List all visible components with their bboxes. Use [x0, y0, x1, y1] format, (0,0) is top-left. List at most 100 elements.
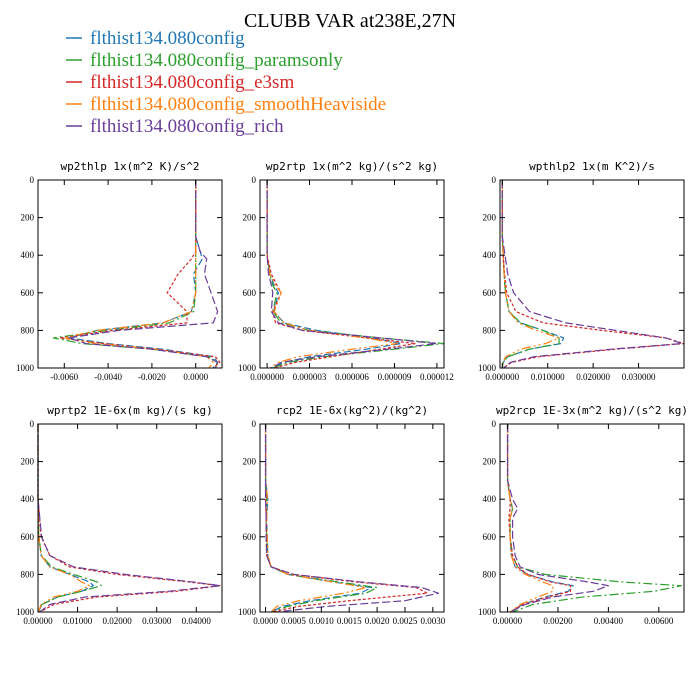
legend-label-1: flthist134.080config: [90, 28, 245, 49]
y-tick-label: 200: [483, 213, 497, 223]
y-tick-label: 1000: [238, 363, 257, 373]
y-tick-label: 600: [21, 288, 35, 298]
legend: flthist134.080configflthist134.080config…: [66, 28, 386, 137]
legend-label-4: flthist134.080config_smoothHeaviside: [90, 94, 386, 115]
y-tick-label: 800: [483, 569, 497, 579]
series-line-5: [264, 424, 440, 613]
x-tick-label: 0.02000: [103, 616, 133, 626]
series-line-2: [501, 180, 560, 369]
x-tick-label: 0.0000: [183, 372, 208, 382]
y-tick-label: 1000: [478, 607, 497, 617]
y-tick-label: 0: [30, 175, 35, 185]
y-tick-label: 1000: [16, 363, 35, 373]
y-tick-label: 1000: [478, 363, 497, 373]
y-tick-label: 200: [21, 213, 35, 223]
y-tick-label: 400: [21, 250, 35, 260]
y-tick-label: 400: [483, 250, 497, 260]
panel-title: wpthlp2 1x(m K^2)/s: [529, 160, 655, 173]
y-tick-label: 600: [243, 288, 257, 298]
x-tick-label: 0.00000: [493, 616, 523, 626]
y-tick-label: 200: [21, 457, 35, 467]
y-tick-label: 200: [483, 457, 497, 467]
x-tick-label: 0.010000: [531, 372, 565, 382]
y-tick-label: 400: [21, 494, 35, 504]
series-line-1: [506, 424, 574, 613]
series-line-1: [264, 424, 373, 613]
x-tick-label: 0.01000: [63, 616, 93, 626]
x-tick-label: 0.03000: [142, 616, 172, 626]
series-line-2: [266, 180, 445, 369]
y-tick-label: 800: [243, 325, 257, 335]
y-tick-label: 1000: [16, 607, 35, 617]
plot-frame: [259, 423, 445, 613]
panel-2: wp2rtp 1x(m^2 kg)/(s^2 kg) 0 200 400 600 800 1…: [238, 160, 454, 382]
x-tick-label: -0.0040: [94, 372, 122, 382]
legend-label-2: flthist134.080config_paramsonly: [90, 50, 343, 71]
panel-title: wp2thlp 1x(m^2 K)/s^2: [60, 160, 199, 173]
y-tick-label: 600: [21, 532, 35, 542]
legend-label-5: flthist134.080config_rich: [90, 116, 284, 137]
y-tick-label: 800: [21, 569, 35, 579]
y-tick-label: 600: [483, 532, 497, 542]
x-tick-label: 0.000012: [420, 372, 454, 382]
series-line-3: [506, 424, 572, 613]
y-tick-label: 400: [243, 494, 257, 504]
y-tick-label: 400: [243, 250, 257, 260]
series-line-2: [506, 424, 683, 613]
y-tick-label: 1000: [238, 607, 257, 617]
plot-frame: [259, 179, 445, 369]
panel-title: wp2rcp 1E-3x(m^2 kg)/(s^2 kg): [496, 404, 688, 417]
panel-4: wprtp2 1E-6x(m kg)/(s kg) 0 200 400 600 800 10…: [16, 404, 223, 626]
x-tick-label: 0.00400: [594, 616, 624, 626]
series-line-3: [37, 424, 221, 613]
x-tick-label: 0.020000: [576, 372, 610, 382]
x-tick-label: 0.00600: [644, 616, 674, 626]
panel-5: rcp2 1E-6x(kg^2)/(kg^2) 0 200 400 600 800 1000…: [238, 404, 446, 626]
y-tick-label: 400: [483, 494, 497, 504]
y-tick-label: 0: [30, 419, 35, 429]
x-tick-label: 0.0005: [281, 616, 306, 626]
series-line-5: [37, 424, 221, 613]
x-tick-label: 0.0025: [393, 616, 418, 626]
series-line-4: [506, 424, 554, 613]
series-line-2: [264, 424, 378, 613]
series-line-3: [266, 180, 417, 369]
plot-frame: [499, 423, 685, 613]
legend-label-3: flthist134.080config_e3sm: [90, 72, 294, 93]
x-tick-label: 0.0020: [365, 616, 390, 626]
x-tick-label: 0.0000: [253, 616, 278, 626]
x-tick-label: 0.04000: [182, 616, 212, 626]
series-line-5: [68, 180, 219, 369]
y-tick-label: 800: [21, 325, 35, 335]
panel-title: wprtp2 1E-6x(m kg)/(s kg): [47, 404, 213, 417]
y-tick-label: 0: [492, 419, 497, 429]
series-line-4: [264, 424, 367, 613]
x-tick-label: 0.000000: [485, 372, 519, 382]
series-line-3: [501, 180, 685, 369]
panel-title: rcp2 1E-6x(kg^2)/(kg^2): [276, 404, 428, 417]
x-tick-label: 0.0010: [309, 616, 334, 626]
series-line-4: [501, 180, 560, 369]
series-line-1: [501, 180, 565, 369]
plot-frame: [37, 179, 223, 369]
x-tick-label: 0.0015: [337, 616, 362, 626]
y-tick-label: 600: [243, 532, 257, 542]
y-tick-label: 200: [243, 213, 257, 223]
series-line-4: [63, 180, 214, 369]
y-tick-label: 800: [243, 569, 257, 579]
y-tick-label: 200: [243, 457, 257, 467]
series-line-5: [266, 180, 438, 369]
x-tick-label: 0.000006: [335, 372, 369, 382]
plot-frame: [499, 179, 685, 369]
series-line-3: [59, 180, 221, 369]
x-tick-label: -0.0060: [50, 372, 78, 382]
series-line-4: [37, 424, 91, 613]
series-line-5: [506, 424, 609, 613]
y-tick-label: 800: [483, 325, 497, 335]
series-line-4: [266, 180, 398, 369]
panel-title: wp2rtp 1x(m^2 kg)/(s^2 kg): [266, 160, 438, 173]
y-tick-label: 0: [252, 419, 257, 429]
plot-frame: [37, 423, 223, 613]
x-tick-label: 0.00000: [23, 616, 53, 626]
